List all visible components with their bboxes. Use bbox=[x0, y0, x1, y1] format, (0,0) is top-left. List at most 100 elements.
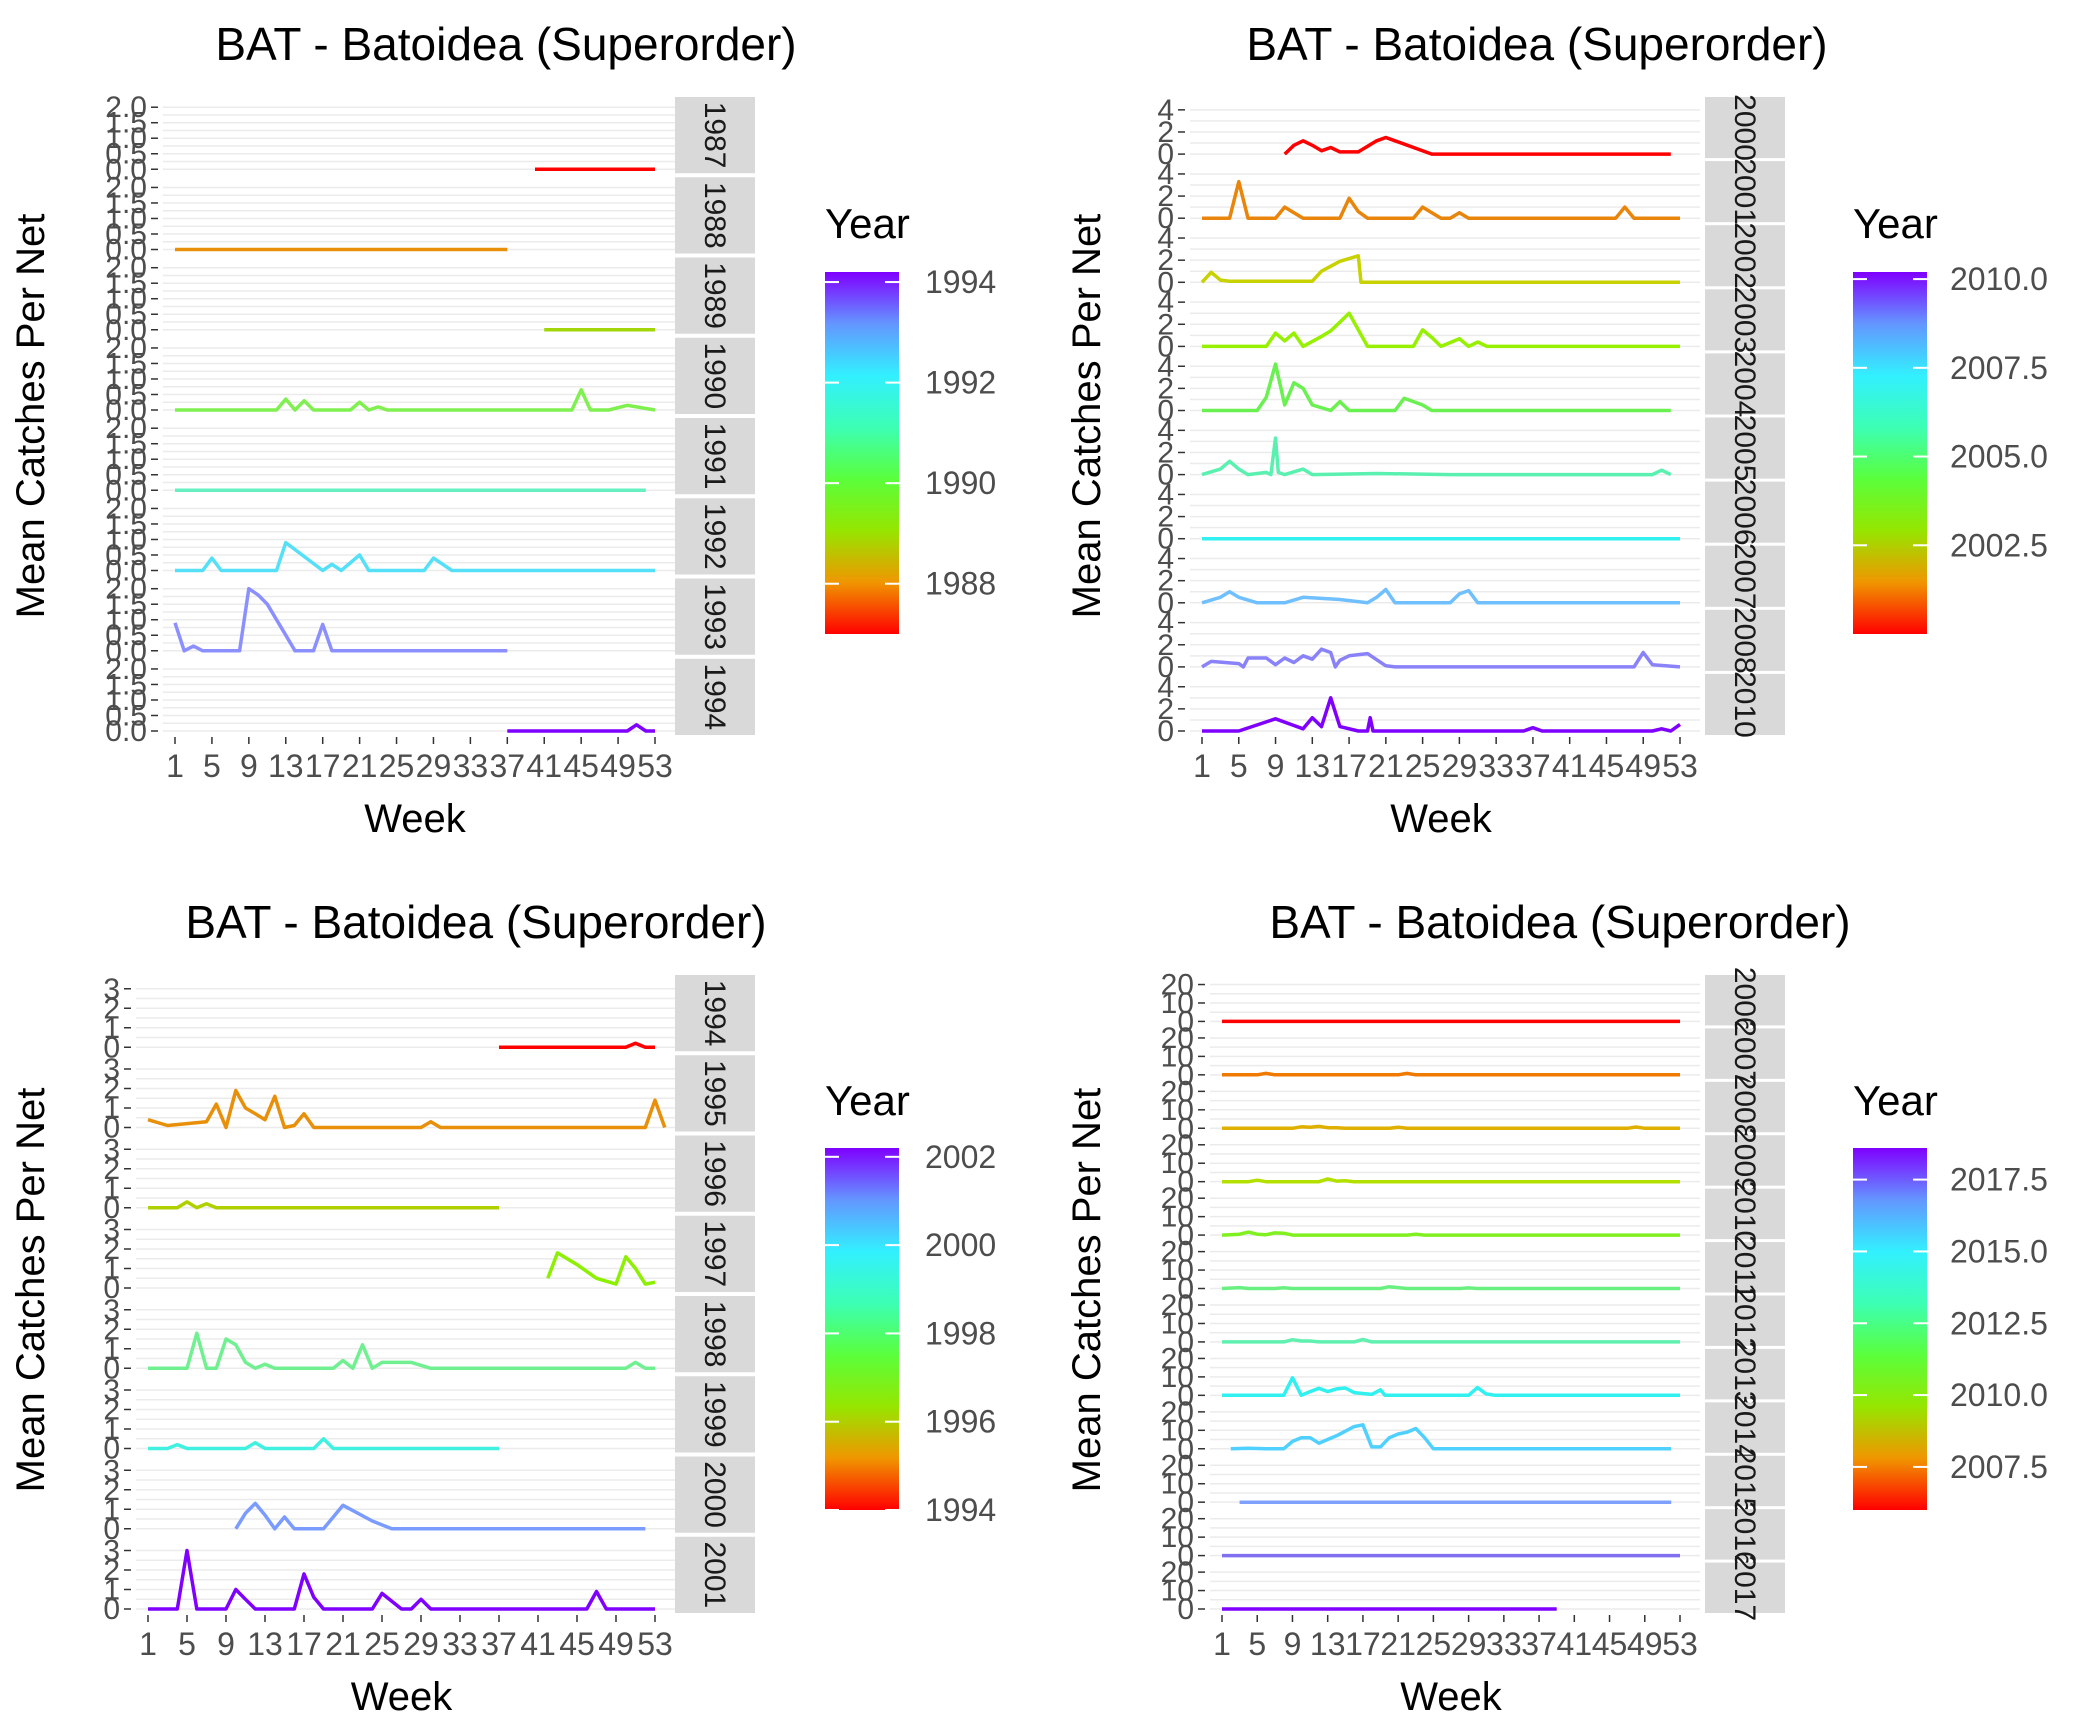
facet-strip bbox=[675, 498, 755, 575]
y-tick-label: 20 bbox=[1161, 1342, 1194, 1375]
y-tick-label: 1 bbox=[103, 1413, 120, 1446]
y-tick-label: 2 bbox=[1157, 693, 1174, 726]
facet-strip-label: 1992 bbox=[698, 503, 731, 570]
facet-strip-label: 2007 bbox=[1728, 1020, 1761, 1087]
y-tick-label: 0 bbox=[1177, 1005, 1194, 1038]
y-tick-label: 0.5 bbox=[105, 218, 147, 251]
x-tick-label: 25 bbox=[1405, 748, 1441, 784]
y-tick-label: 1.0 bbox=[105, 122, 147, 155]
facet-strip bbox=[1705, 417, 1785, 479]
x-tick-label: 29 bbox=[1442, 748, 1478, 784]
y-tick-label: 0.0 bbox=[105, 153, 147, 186]
y-tick-label: 20 bbox=[1161, 1129, 1194, 1162]
y-tick-label: 0 bbox=[1157, 459, 1174, 492]
legend: Year 2002.5 2005.0 2007.5 2010.0 bbox=[1853, 200, 2048, 634]
y-tick-label: 2.0 bbox=[105, 252, 147, 285]
legend-tick-label: 2010.0 bbox=[1950, 1377, 2048, 1413]
y-tick-label: 0.0 bbox=[105, 474, 147, 507]
x-tick-label: 37 bbox=[1521, 1626, 1557, 1662]
y-tick-label: 0 bbox=[1157, 715, 1174, 748]
legend-title: Year bbox=[1853, 1077, 1938, 1124]
legend-tick-label: 1996 bbox=[925, 1404, 996, 1440]
y-tick-label: 4 bbox=[1157, 414, 1174, 447]
y-tick-label: 1.0 bbox=[105, 283, 147, 316]
legend-tick-label: 2017.5 bbox=[1950, 1162, 2048, 1198]
series-line bbox=[1200, 254, 1680, 285]
facet-strip bbox=[1705, 975, 1785, 1026]
facet-strip-label: 2001 bbox=[1728, 158, 1761, 225]
y-tick-label: 4 bbox=[1157, 222, 1174, 255]
y-tick-label: 1.5 bbox=[105, 428, 147, 461]
series-line bbox=[1201, 587, 1680, 605]
y-tick-label: 4 bbox=[1157, 158, 1174, 191]
facet-strip-label: 1988 bbox=[698, 182, 731, 249]
series-line bbox=[173, 586, 508, 653]
x-tick-label: 53 bbox=[1662, 748, 1698, 784]
y-tick-label: 0 bbox=[1157, 330, 1174, 363]
series-line bbox=[148, 1200, 499, 1210]
y-tick-label: 0 bbox=[1177, 1540, 1194, 1573]
y-tick-label: 2 bbox=[1157, 244, 1174, 277]
facet-panel: 0.00.51.01.52.0 1987 bbox=[105, 91, 755, 186]
y-tick-label: 2 bbox=[103, 1153, 120, 1186]
series-line bbox=[175, 388, 656, 412]
x-tick-label: 5 bbox=[203, 748, 221, 784]
y-tick-label: 0.0 bbox=[105, 314, 147, 347]
y-tick-label: 1 bbox=[103, 1092, 120, 1125]
x-tick-label: 13 bbox=[247, 1626, 283, 1662]
y-tick-label: 2 bbox=[1157, 308, 1174, 341]
y-tick-label: 10 bbox=[1161, 987, 1194, 1020]
y-tick-label: 4 bbox=[1157, 671, 1174, 704]
facet-strip bbox=[1705, 1242, 1785, 1293]
x-tick-label: 45 bbox=[1592, 1626, 1628, 1662]
facet-strip bbox=[1705, 353, 1785, 415]
x-tick-label: 33 bbox=[1486, 1626, 1522, 1662]
facet-panel: 024 2010 bbox=[1157, 671, 1785, 748]
y-tick-label: 1 bbox=[103, 1333, 120, 1366]
y-tick-label: 1.0 bbox=[105, 363, 147, 396]
facet-strip bbox=[675, 658, 755, 735]
y-tick-label: 2.0 bbox=[105, 412, 147, 445]
facet-panel: 024 2000 bbox=[1157, 94, 1785, 171]
facet-panel: 0.00.51.01.52.0 1989 bbox=[105, 252, 755, 347]
y-tick-label: 20 bbox=[1161, 1449, 1194, 1482]
facet-panel: 024 2001 bbox=[1157, 158, 1785, 235]
y-tick-label: 1.5 bbox=[105, 187, 147, 220]
facet-strip-label: 1994 bbox=[698, 980, 731, 1047]
series-line bbox=[1222, 1337, 1680, 1344]
legend-tick-label: 2002 bbox=[925, 1139, 996, 1175]
facet-strip-label: 2011 bbox=[1728, 1235, 1761, 1300]
x-axis-label: Week bbox=[351, 1675, 454, 1719]
y-tick-label: 0 bbox=[1177, 1379, 1194, 1412]
series-line bbox=[1230, 1423, 1672, 1451]
y-tick-label: 0.5 bbox=[105, 138, 147, 171]
y-tick-label: 0.5 bbox=[105, 378, 147, 411]
y-tick-label: 0.5 bbox=[105, 539, 147, 572]
x-tick-label: 29 bbox=[1451, 1626, 1487, 1662]
y-tick-label: 2 bbox=[1157, 501, 1174, 534]
y-tick-label: 2 bbox=[1157, 116, 1174, 149]
series-line bbox=[1202, 362, 1671, 413]
chart-panel: BAT - Batoidea (Superorder) Mean Catches … bbox=[9, 896, 996, 1719]
y-tick-label: 0.0 bbox=[105, 635, 147, 668]
facet-strip bbox=[675, 97, 755, 174]
facet-strip bbox=[1705, 1028, 1785, 1079]
x-tick-label: 1 bbox=[1193, 748, 1211, 784]
series-line bbox=[507, 723, 655, 733]
legend-colorbar bbox=[1853, 1148, 1927, 1510]
facet-panel: 0.00.51.01.52.0 1992 bbox=[105, 492, 755, 588]
y-tick-label: 0 bbox=[1157, 138, 1174, 171]
legend-tick-label: 2007.5 bbox=[1950, 1449, 2048, 1485]
facet-strip-label: 1991 bbox=[698, 423, 731, 490]
x-tick-label: 17 bbox=[286, 1626, 322, 1662]
facet-strip-label: 2000 bbox=[1728, 94, 1761, 161]
x-tick-label: 25 bbox=[364, 1626, 400, 1662]
y-tick-label: 2 bbox=[103, 1313, 120, 1346]
facet-panel: 024 2002 bbox=[1157, 222, 1785, 299]
legend-title: Year bbox=[1853, 200, 1938, 247]
